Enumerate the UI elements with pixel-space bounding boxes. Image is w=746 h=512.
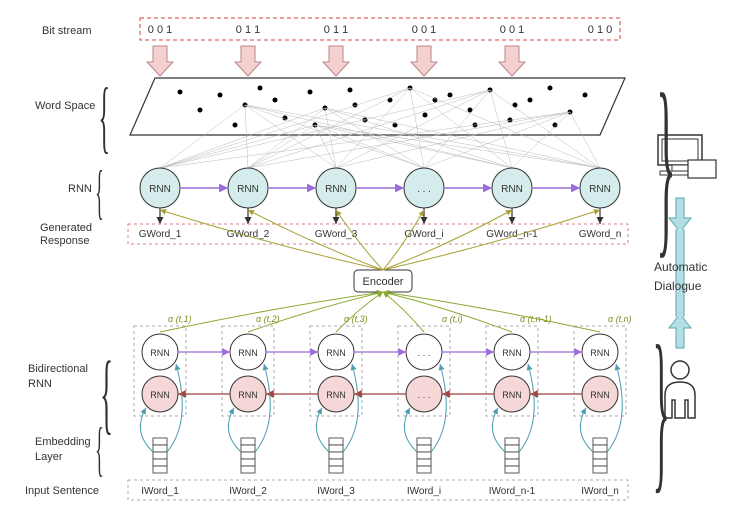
svg-text:. . .: . . . [418, 390, 431, 400]
svg-text:GWord_1: GWord_1 [139, 229, 182, 240]
svg-text:0 1 1: 0 1 1 [324, 24, 348, 36]
svg-text:α (t,i): α (t,i) [442, 314, 463, 324]
bit-stream-label: Bit stream [42, 25, 92, 37]
rnn-label: RNN [68, 183, 92, 195]
svg-text:α (t,3): α (t,3) [344, 314, 368, 324]
svg-text:Encoder: Encoder [363, 276, 404, 288]
svg-text:α (t,1): α (t,1) [168, 314, 192, 324]
bidir-rnn-label: Bidirectional RNN [28, 362, 88, 393]
svg-text:IWord_1: IWord_1 [141, 486, 179, 497]
svg-text:IWord_i: IWord_i [407, 486, 441, 497]
brace-icon: } [656, 50, 675, 279]
svg-text:RNN: RNN [326, 390, 346, 400]
svg-text:RNN: RNN [590, 348, 610, 358]
svg-text:IWord_n: IWord_n [581, 486, 619, 497]
embed-label: Embedding Layer [35, 435, 91, 466]
svg-text:GWord_2: GWord_2 [227, 229, 270, 240]
svg-text:RNN: RNN [501, 184, 523, 195]
brace-icon: { [95, 158, 104, 227]
svg-text:GWord_3: GWord_3 [315, 229, 358, 240]
svg-text:0 0 1: 0 0 1 [148, 24, 172, 36]
svg-text:RNN: RNN [238, 390, 258, 400]
svg-text:α (t,n-1): α (t,n-1) [520, 314, 552, 324]
svg-text:GWord_n-1: GWord_n-1 [486, 229, 538, 240]
svg-text:α (t,2): α (t,2) [256, 314, 280, 324]
word-space-label: Word Space [35, 100, 95, 112]
svg-text:RNN: RNN [589, 184, 611, 195]
svg-text:RNN: RNN [502, 390, 522, 400]
brace-icon: } [653, 305, 670, 512]
svg-text:. . .: . . . [417, 184, 431, 195]
brace-icon: { [95, 415, 104, 484]
svg-text:GWord_n: GWord_n [579, 229, 622, 240]
svg-text:RNN: RNN [150, 348, 170, 358]
svg-text:0 1 1: 0 1 1 [236, 24, 260, 36]
svg-text:RNN: RNN [149, 184, 171, 195]
svg-text:RNN: RNN [502, 348, 522, 358]
gen-response-label: Generated Response [40, 222, 92, 248]
svg-text:RNN: RNN [590, 390, 610, 400]
svg-text:IWord_3: IWord_3 [317, 486, 355, 497]
svg-text:α (t,n): α (t,n) [608, 314, 632, 324]
svg-text:0 0 1: 0 0 1 [500, 24, 524, 36]
svg-text:IWord_n-1: IWord_n-1 [489, 486, 536, 497]
svg-text:RNN: RNN [325, 184, 347, 195]
svg-text:IWord_2: IWord_2 [229, 486, 267, 497]
svg-text:RNN: RNN [237, 184, 259, 195]
input-sentence-label: Input Sentence [25, 485, 99, 497]
svg-text:RNN: RNN [326, 348, 346, 358]
svg-text:0 0 1: 0 0 1 [412, 24, 436, 36]
svg-text:RNN: RNN [150, 390, 170, 400]
svg-text:. . .: . . . [418, 348, 431, 358]
svg-text:GWord_i: GWord_i [404, 229, 443, 240]
svg-text:RNN: RNN [238, 348, 258, 358]
svg-text:0 1 0: 0 1 0 [588, 24, 612, 36]
brace-icon: { [98, 72, 110, 163]
